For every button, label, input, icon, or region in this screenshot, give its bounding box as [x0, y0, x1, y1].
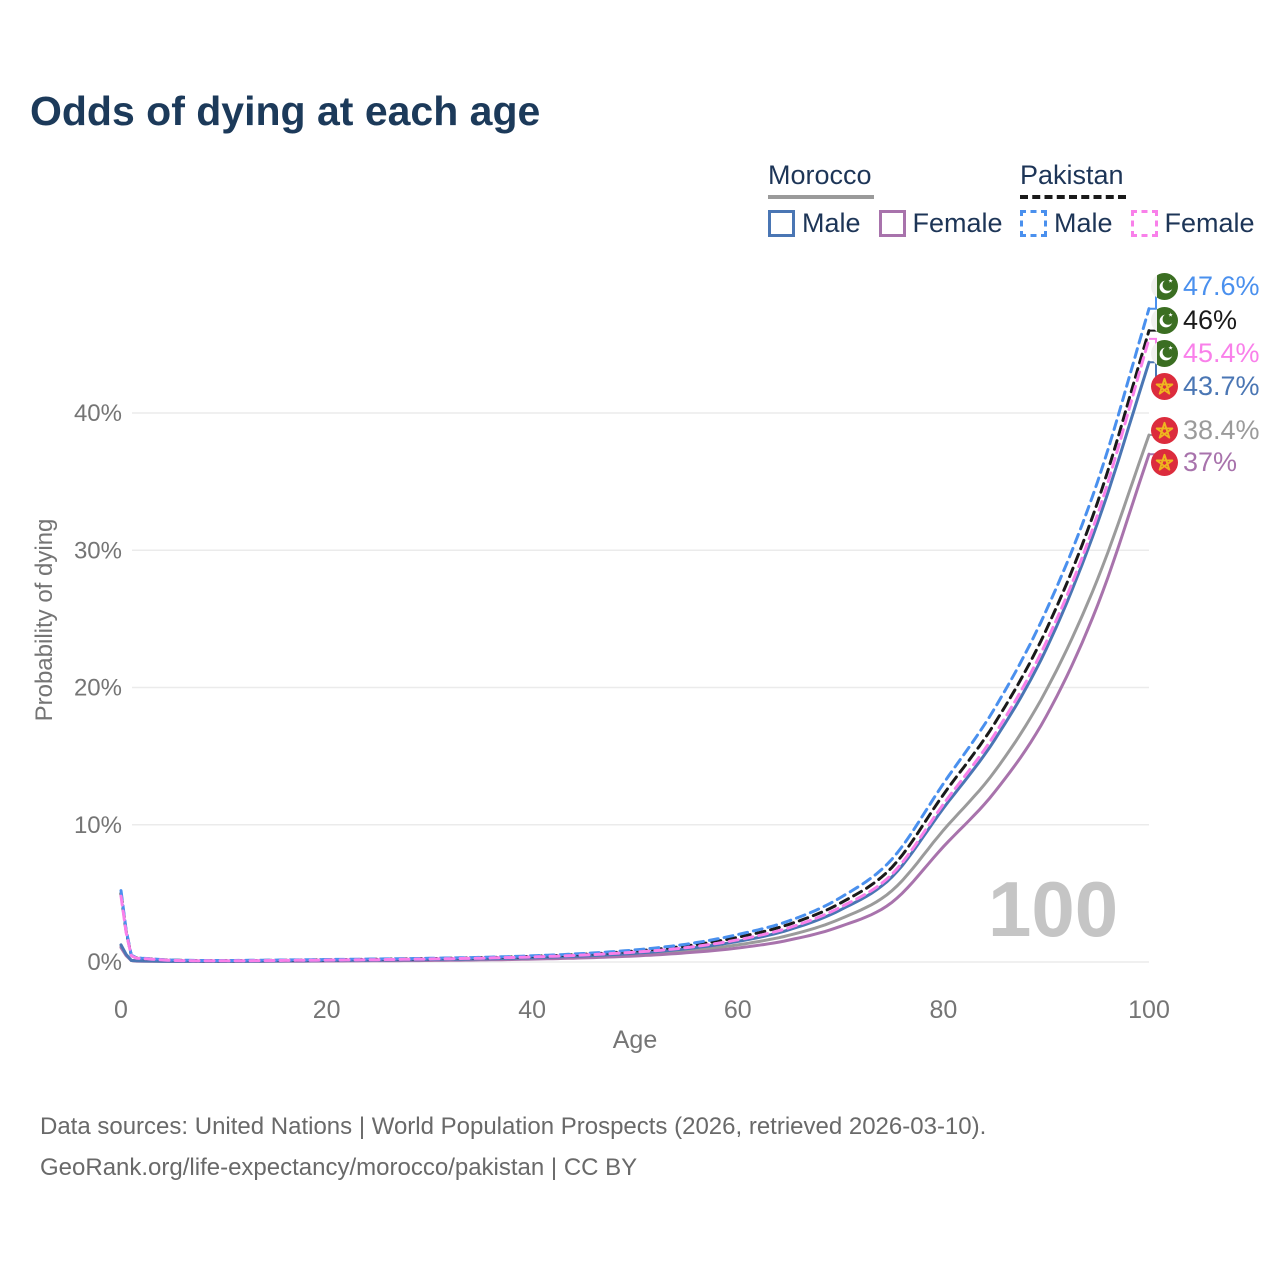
x-tick-label: 100: [1128, 996, 1170, 1024]
y-axis-title: Probability of dying: [31, 518, 58, 722]
footer-attribution-link: GeoRank.org/life-expectancy/morocco/paki…: [40, 1154, 638, 1181]
pakistan-flag-icon: [1151, 272, 1178, 300]
series-line-pakistan-female[interactable]: [119, 337, 1151, 963]
morocco-female-swatch-icon: [878, 210, 906, 237]
end-label-row: 47.6%: [1151, 270, 1260, 302]
end-label-row: 46%: [1151, 304, 1237, 336]
legend-country-pakistan: Pakistan: [1020, 160, 1126, 199]
end-label-row: 43.7%: [1151, 370, 1260, 402]
footer: Data sources: United Nations | World Pop…: [40, 1106, 986, 1188]
x-tick-label: 20: [313, 996, 341, 1024]
legend-item-morocco-female[interactable]: Female: [878, 208, 1003, 239]
morocco-male-swatch-icon: [768, 210, 795, 237]
legend-item-morocco-male[interactable]: Male: [768, 208, 861, 239]
end-label-row: 37%: [1151, 446, 1237, 478]
pakistan-male-swatch-icon: [1020, 210, 1047, 237]
footer-data-sources: Data sources: United Nations | World Pop…: [40, 1113, 987, 1140]
y-tick-label: 30%: [74, 537, 122, 564]
x-axis-title: Age: [612, 1026, 658, 1054]
x-tick-label: 40: [518, 996, 546, 1024]
morocco-flag-icon: [1151, 416, 1178, 444]
legend-group-pakistan: Pakistan Male Female: [1020, 160, 1255, 239]
legend-label: Male: [802, 208, 861, 238]
y-tick-label: 10%: [74, 812, 122, 839]
morocco-flag-icon: [1151, 448, 1178, 476]
legend-country-morocco: Morocco: [768, 160, 874, 199]
legend-label: Male: [1054, 208, 1113, 238]
age-counter-watermark: 100: [988, 865, 1119, 953]
x-tick-label: 0: [114, 996, 128, 1024]
end-label-value: 37%: [1183, 446, 1238, 477]
end-label-value: 47.6%: [1183, 270, 1260, 301]
y-tick-label: 0%: [87, 949, 122, 976]
y-tick-label: 20%: [74, 675, 122, 702]
x-tick-label: 60: [724, 996, 752, 1024]
end-label-value: 38.4%: [1183, 414, 1260, 445]
pakistan-flag-icon: [1151, 339, 1178, 367]
morocco-flag-icon: [1151, 372, 1178, 400]
legend-item-pakistan-female[interactable]: Female: [1130, 208, 1255, 239]
end-label-value: 46%: [1183, 304, 1238, 335]
end-label-row: 38.4%: [1151, 414, 1260, 446]
legend-label: Female: [912, 208, 1003, 238]
end-label-row: 45.4%: [1151, 337, 1260, 369]
end-label-value: 45.4%: [1183, 337, 1260, 368]
legend-label: Female: [1164, 208, 1255, 238]
legend-group-morocco: Morocco Male Female: [768, 160, 1003, 239]
legend-item-pakistan-male[interactable]: Male: [1020, 208, 1113, 239]
page-title: Odds of dying at each age: [30, 88, 541, 134]
series-line-pakistan-male[interactable]: [119, 307, 1151, 962]
x-tick-label: 80: [929, 996, 957, 1024]
pakistan-flag-icon: [1151, 306, 1178, 334]
end-label-value: 43.7%: [1183, 370, 1260, 401]
y-tick-label: 40%: [74, 400, 122, 427]
pakistan-female-swatch-icon: [1130, 210, 1158, 237]
